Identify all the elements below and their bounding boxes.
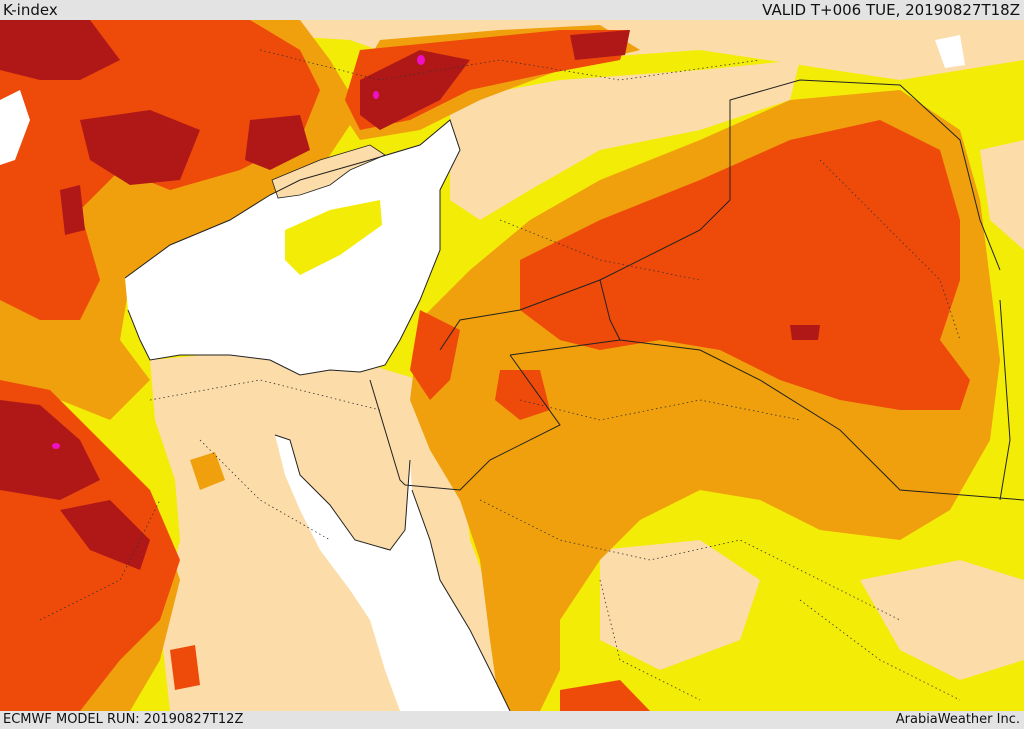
k-extreme-spots (52, 55, 425, 449)
model-run-label: ECMWF MODEL RUN: 20190827T12Z (3, 712, 244, 727)
k-very-high-regions (0, 20, 820, 570)
header-bar: K-index VALID T+006 TUE, 20190827T18Z (0, 0, 1024, 20)
footer-bar: ECMWF MODEL RUN: 20190827T12Z ArabiaWeat… (0, 711, 1024, 729)
map-title: K-index (3, 1, 58, 19)
sea-moderate-blob (285, 200, 382, 275)
valid-time: VALID T+006 TUE, 20190827T18Z (762, 1, 1020, 19)
k-index-map-svg (0, 20, 1024, 711)
credit-label: ArabiaWeather Inc. (895, 712, 1020, 727)
country-borders (369, 79, 1024, 501)
coastlines (124, 119, 511, 711)
weather-map[interactable] (0, 20, 1024, 711)
province-lines (39, 49, 961, 701)
